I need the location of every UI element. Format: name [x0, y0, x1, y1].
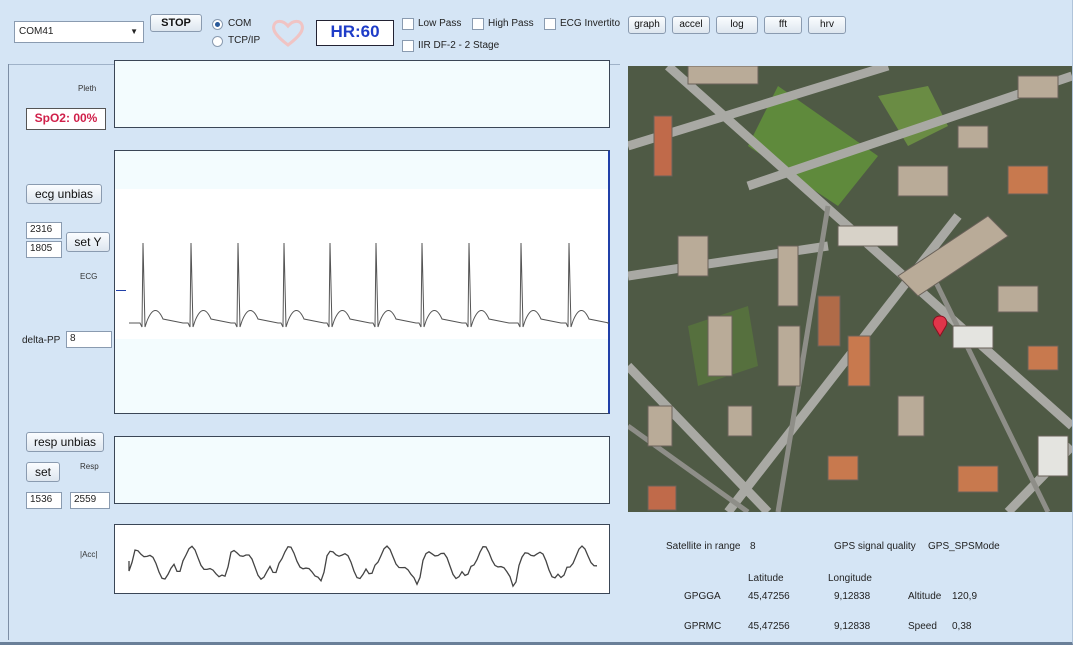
gps-header: Longitude	[828, 573, 872, 584]
heart-outline	[272, 19, 304, 47]
field	[748, 86, 878, 206]
building	[817, 295, 841, 347]
field	[878, 86, 948, 146]
building	[827, 455, 859, 481]
pleth-label: Pleth	[78, 84, 97, 93]
gps-value: 9,12838	[834, 591, 871, 602]
checkbox-label: ECG Invertito	[560, 18, 621, 29]
checkbox[interactable]	[402, 18, 414, 30]
gps-label: Altitude	[908, 591, 942, 602]
delta-label: delta-PP	[22, 335, 61, 346]
checkbox[interactable]	[402, 40, 414, 52]
building	[647, 485, 677, 511]
ecg-band	[115, 189, 608, 339]
port: COM41	[19, 26, 54, 37]
gps-value: 0,38	[952, 621, 972, 632]
log-button[interactable]: log	[716, 16, 758, 34]
heart-rate: HR:60	[316, 20, 394, 46]
building	[952, 325, 994, 349]
building	[707, 315, 733, 377]
gps-value: 8	[750, 541, 756, 552]
gps-value: 120,9	[952, 591, 978, 602]
radio-label: TCP/IP	[228, 35, 261, 46]
building	[957, 125, 989, 149]
radio-tcp[interactable]	[212, 36, 223, 47]
radio-label: COM	[228, 18, 252, 29]
buildings	[647, 66, 1069, 511]
set-y-button[interactable]: set Y	[66, 232, 110, 252]
ecg-marker	[116, 290, 126, 291]
building	[847, 335, 871, 387]
gps-value: 45,47256	[748, 621, 790, 632]
acc-label: |Acc|	[80, 550, 98, 559]
checkbox[interactable]	[544, 18, 556, 30]
resp-unbias-button[interactable]: resp unbias	[26, 432, 104, 452]
gps-sentence: GPGGA	[684, 591, 721, 602]
delta-value[interactable]: 8	[66, 331, 112, 348]
acc-trace-svg	[128, 545, 598, 588]
building	[897, 395, 925, 437]
checkbox-label: High Pass	[488, 18, 534, 29]
gps-value: 45,47256	[748, 591, 790, 602]
gps-label: GPS signal quality	[834, 541, 916, 552]
map-pin[interactable]	[932, 315, 948, 337]
gps-label: Speed	[908, 621, 937, 632]
ecg-ymax[interactable]: 2316	[26, 222, 62, 239]
ecg-label: ECG	[80, 272, 98, 281]
building	[677, 235, 709, 277]
radio-dot	[215, 22, 220, 27]
ecg-unbias-button[interactable]: ecg unbias	[26, 184, 102, 204]
gps-sentence: GPRMC	[684, 621, 722, 632]
acc-plot	[114, 524, 610, 594]
building	[727, 405, 753, 437]
building	[837, 225, 899, 247]
building	[997, 285, 1039, 313]
resp-set-button[interactable]: set	[26, 462, 60, 482]
map	[628, 66, 1072, 512]
port-combo[interactable]: COM41 ▼	[14, 21, 144, 43]
checkbox[interactable]	[472, 18, 484, 30]
resp-max[interactable]: 2559	[70, 492, 110, 509]
checkbox-label: Low Pass	[418, 18, 462, 29]
pleth-plot	[114, 60, 610, 128]
accel-button[interactable]: accel	[672, 16, 710, 34]
ecg-ymin[interactable]: 1805	[26, 241, 62, 258]
radio-com[interactable]	[212, 19, 223, 30]
building	[957, 465, 999, 493]
building	[897, 165, 949, 197]
gps-header: Latitude	[748, 573, 784, 584]
gps-value: GPS_SPSMode	[928, 541, 1000, 552]
stop-button[interactable]: STOP	[150, 14, 202, 32]
building	[897, 215, 1009, 297]
building	[653, 115, 673, 177]
building	[777, 325, 801, 387]
gps-value: 9,12838	[834, 621, 871, 632]
building	[777, 245, 799, 307]
building	[687, 66, 759, 85]
building	[1007, 165, 1049, 195]
fft-button[interactable]: fft	[764, 16, 802, 34]
building	[1037, 435, 1069, 477]
resp-plot	[114, 436, 610, 504]
checkbox-label: IIR DF-2 - 2 Stage	[418, 40, 500, 51]
hrv-button[interactable]: hrv	[808, 16, 846, 34]
spo2: SpO2: 00%	[26, 108, 106, 130]
left-border	[8, 64, 9, 640]
ecg-trace-svg	[129, 242, 609, 328]
heart-icon	[272, 19, 304, 47]
building	[1017, 75, 1059, 99]
resp-label: Resp	[80, 462, 99, 471]
ecg-trace	[129, 242, 609, 328]
building	[647, 405, 673, 447]
combo-arrow: ▼	[130, 27, 138, 36]
building	[1027, 345, 1059, 371]
gps-label: Satellite in range	[666, 541, 741, 552]
resp-min[interactable]: 1536	[26, 492, 62, 509]
ecg-plot	[114, 150, 610, 414]
graph-button[interactable]: graph	[628, 16, 666, 34]
acc-trace	[128, 545, 598, 588]
